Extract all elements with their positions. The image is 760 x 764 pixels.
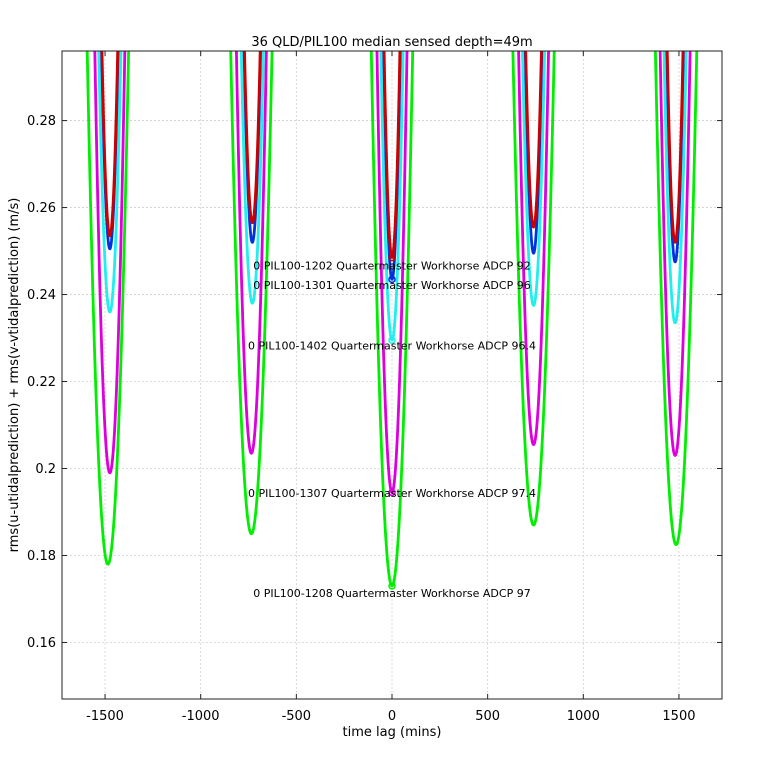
- series-4-dip-3: [524, 51, 543, 229]
- grid-layer: [62, 51, 722, 699]
- series-4-dip-4: [665, 51, 685, 244]
- y-axis-label: rms(u-utidalprediction) + rms(v-vtidalpr…: [7, 198, 22, 553]
- series-0-dip-3: [511, 51, 556, 527]
- series-2-dip-0: [97, 51, 123, 314]
- series-0-annotation: 0 PIL100-1208 Quartermaster Workhorse AD…: [253, 587, 530, 600]
- x-axis-label: time lag (mins): [343, 725, 442, 740]
- y-tick-label: 0.16: [27, 636, 56, 651]
- series-4-dip-2: [382, 51, 402, 259]
- series-1-zero-lag-marker: [388, 488, 396, 497]
- x-tick-label: -1500: [86, 709, 124, 724]
- tick-layer: -1500 -1000 -500 0 500 1000 1500 0.16 0.18 0.2 0.2…: [27, 51, 722, 724]
- series-2-dip-2: [379, 51, 405, 342]
- series-3-annotation: 0 PIL100-1301 Quartermaster Workhorse AD…: [253, 279, 530, 292]
- series-4-zero-lag-marker: [388, 253, 396, 262]
- series-0-dip-2: [369, 51, 415, 588]
- series-0-dip-0: [85, 51, 131, 566]
- x-tick-label: -1000: [182, 709, 220, 724]
- y-tick-label: 0.22: [27, 375, 56, 390]
- x-tick-label: 1000: [567, 709, 600, 724]
- y-tick-label: 0.28: [27, 114, 56, 129]
- chart-title: 36 QLD/PIL100 median sensed depth=49m: [251, 35, 532, 50]
- series-4-dip-0: [100, 51, 120, 238]
- series-0-dip-1: [229, 51, 274, 536]
- series-4-annotation: 0 PIL100-1202 Quartermaster Workhorse AD…: [253, 259, 530, 272]
- series-1-dip-1: [235, 51, 268, 455]
- y-tick-label: 0.26: [27, 201, 56, 216]
- series-2-dip-1: [239, 51, 265, 305]
- series-1-dip-3: [517, 51, 550, 446]
- x-tick-label: 500: [475, 709, 500, 724]
- series-2-dip-4: [662, 51, 688, 325]
- series-3-zero-lag-marker: [388, 275, 396, 284]
- series-1-dip-2: [375, 51, 409, 494]
- series-1-dip-0: [93, 51, 127, 475]
- x-tick-label: -500: [282, 709, 312, 724]
- series-1-dip-4: [658, 51, 692, 457]
- series-2-dip-3: [521, 51, 547, 307]
- series-0-zero-lag-marker: [388, 582, 396, 590]
- x-tick-label: 1500: [662, 709, 695, 724]
- y-tick-label: 0.18: [27, 549, 56, 564]
- series-0-dip-4: [654, 51, 699, 546]
- y-tick-label: 0.2: [35, 462, 56, 477]
- series-2-zero-lag-marker: [388, 336, 396, 344]
- y-tick-label: 0.24: [27, 288, 56, 303]
- series-1-annotation: 0 PIL100-1307 Quartermaster Workhorse AD…: [248, 487, 536, 500]
- series-2-annotation: 0 PIL100-1402 Quartermaster Workhorse AD…: [248, 339, 536, 352]
- series-4-dip-1: [243, 51, 262, 225]
- series-layer: [85, 51, 699, 588]
- annotation-layer: 0 PIL100-1208 Quartermaster Workhorse AD…: [248, 253, 536, 600]
- x-tick-label: 0: [388, 709, 396, 724]
